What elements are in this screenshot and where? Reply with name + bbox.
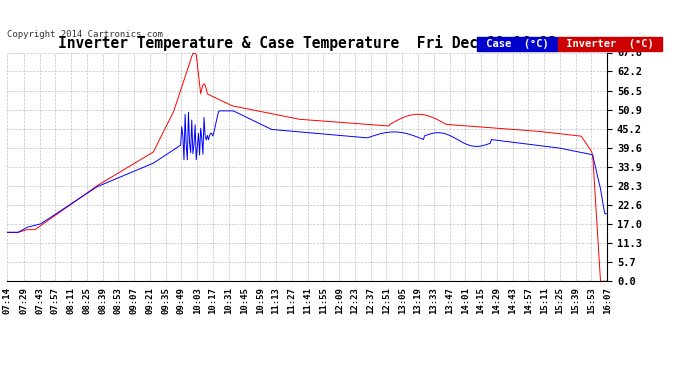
Text: Inverter  (°C): Inverter (°C) bbox=[560, 39, 660, 50]
Text: Case  (°C): Case (°C) bbox=[480, 39, 555, 50]
Title: Inverter Temperature & Case Temperature  Fri Dec 19 16:13: Inverter Temperature & Case Temperature … bbox=[58, 35, 556, 51]
Text: Copyright 2014 Cartronics.com: Copyright 2014 Cartronics.com bbox=[7, 30, 163, 39]
